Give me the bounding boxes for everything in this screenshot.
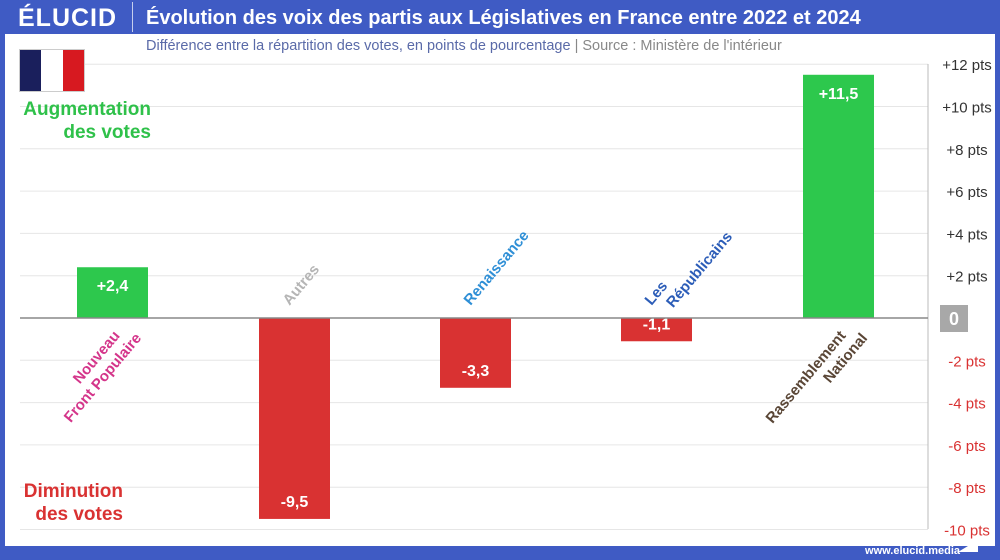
y-tick-label: -8 pts: [948, 480, 986, 497]
y-tick-label: +8 pts: [946, 142, 987, 159]
zero-label-box: [940, 305, 968, 332]
data-label: -9,5: [281, 494, 309, 511]
chart-subtitle: Différence entre la répartition des vote…: [146, 38, 782, 54]
data-label: +2,4: [97, 278, 129, 295]
bar: [440, 318, 511, 388]
header: ÉLUCID Évolution des voix des partis aux…: [0, 0, 1000, 34]
france-flag-icon: [19, 49, 85, 92]
footer-url[interactable]: www.elucid.media: [865, 545, 960, 557]
y-tick-label: -2 pts: [948, 353, 986, 370]
header-divider: [132, 2, 133, 32]
y-tick-label: -10 pts: [944, 523, 990, 540]
bar: [803, 74, 874, 319]
legend-decrease: Diminution des votes: [23, 481, 123, 525]
source-text: Source : Ministère de l'intérieur: [582, 38, 782, 54]
bar: [77, 267, 148, 318]
elucid-mark-icon: [958, 540, 978, 552]
y-tick-label: +6 pts: [946, 184, 987, 201]
y-tick-label: +2 pts: [946, 269, 987, 286]
subtitle-separator: |: [574, 38, 579, 54]
category-label: NouveauFront Populaire: [47, 318, 145, 426]
svg-text:Autres: Autres: [280, 261, 324, 308]
category-label: RassemblementNational: [763, 318, 871, 438]
category-label: Autres: [280, 261, 324, 308]
data-label: -1,1: [643, 316, 671, 333]
y-tick-label: -4 pts: [948, 396, 986, 413]
y-tick-label: +10 pts: [942, 100, 992, 117]
subtitle-text: Différence entre la répartition des vote…: [146, 38, 571, 54]
category-label: Renaissance: [461, 227, 533, 308]
bar: [259, 318, 330, 519]
svg-text:RassemblementNational: RassemblementNational: [763, 318, 871, 438]
elucid-logo: ÉLUCID: [18, 4, 118, 32]
data-label: +11,5: [819, 86, 859, 103]
svg-text:LesRépublicains: LesRépublicains: [642, 217, 737, 320]
y-tick-label: +4 pts: [946, 226, 987, 243]
svg-text:Renaissance: Renaissance: [461, 227, 533, 308]
y-tick-label: -6 pts: [948, 438, 986, 455]
svg-text:NouveauFront Populaire: NouveauFront Populaire: [47, 318, 145, 425]
data-label: -3,3: [462, 363, 490, 380]
y-tick-label: 0: [949, 309, 959, 329]
chart-title: Évolution des voix des partis aux Législ…: [146, 7, 861, 29]
legend-increase: Augmentation des votes: [23, 99, 151, 143]
y-tick-label: +12 pts: [942, 57, 992, 74]
category-label: LesRépublicains: [642, 217, 737, 320]
bar: [621, 318, 692, 342]
